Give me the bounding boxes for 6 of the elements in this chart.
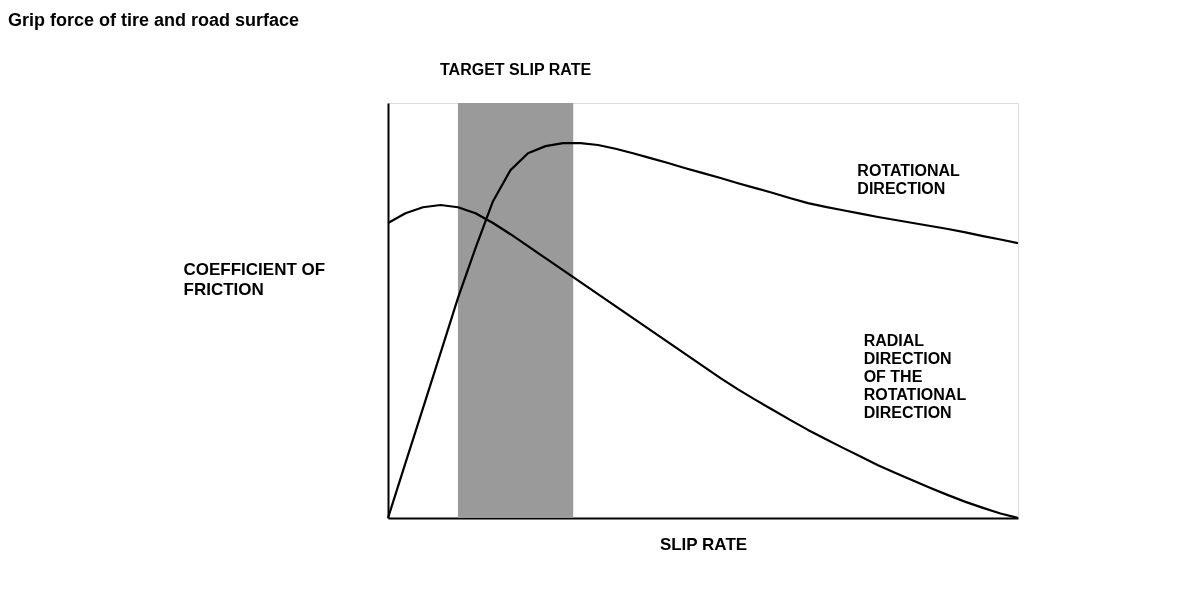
series-label: ROTATIONAL DIRECTION — [857, 162, 961, 198]
y-axis-title: COEFFICIENT OF FRICTION — [183, 259, 326, 299]
text: RADIAL DIRECTION OF THE ROTATIONAL DIRECTION — [863, 331, 967, 421]
text: Grip force of tire and road surface — [8, 10, 300, 30]
x-axis-title: SLIP RATE — [659, 534, 748, 554]
text: TARGET SLIP RATE — [440, 61, 592, 78]
